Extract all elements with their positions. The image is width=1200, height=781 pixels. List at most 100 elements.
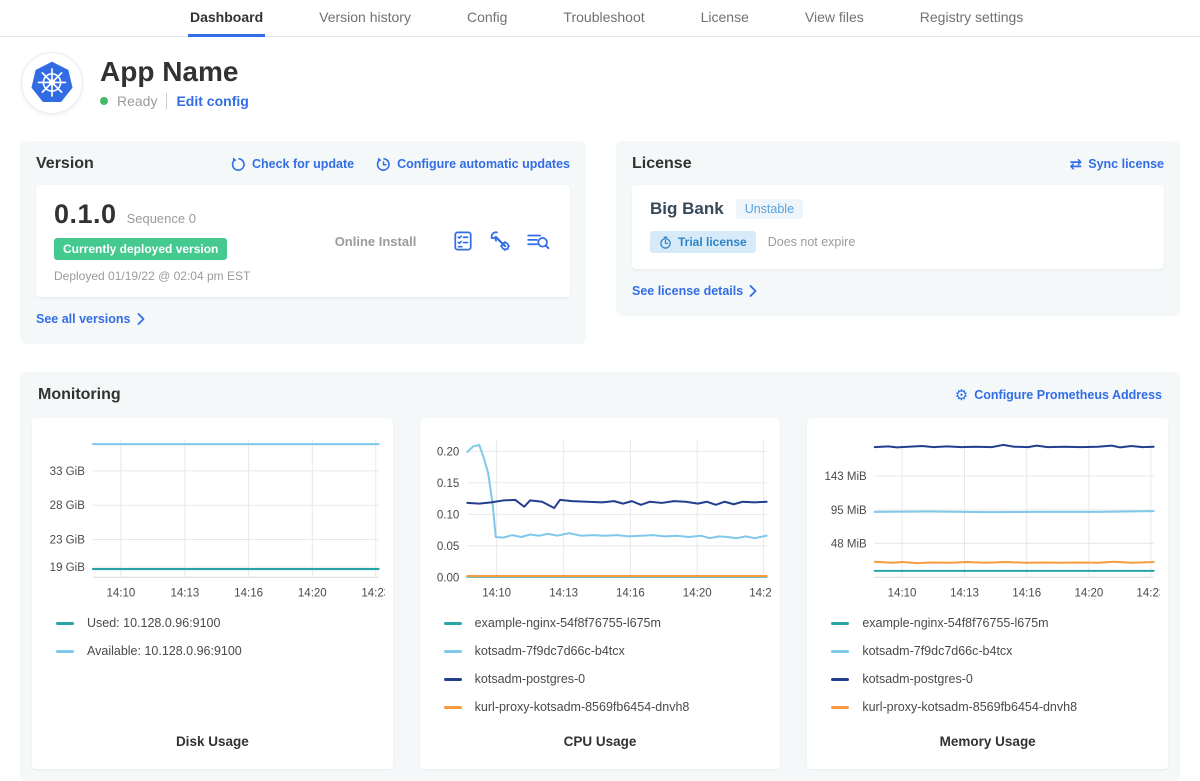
svg-text:14:13: 14:13 <box>950 587 979 599</box>
cpu-usage-legend: example-nginx-54f8f76755-l675m kotsadm-7f… <box>443 616 773 715</box>
svg-text:0.10: 0.10 <box>437 509 459 521</box>
cpu-usage-chart-title: CPU Usage <box>563 734 637 750</box>
legend-label: Used: 10.128.0.96:9100 <box>87 616 221 631</box>
legend-label: example-nginx-54f8f76755-l675m <box>474 616 661 631</box>
top-navigation: Dashboard Version history Config Trouble… <box>0 0 1200 37</box>
app-header: App Name Ready Edit config <box>0 37 1200 121</box>
version-number: 0.1.0 <box>54 199 117 229</box>
disk-usage-chart-card: 33 GiB 28 GiB 23 GiB 19 GiB 14:10 14:13 14:16 1… <box>32 418 393 770</box>
legend-dash-icon <box>443 705 462 709</box>
svg-text:14:23: 14:23 <box>749 587 772 599</box>
license-customer-name: Big Bank <box>650 199 724 218</box>
svg-text:14:23: 14:23 <box>1137 587 1160 599</box>
chevron-right-icon <box>749 285 757 297</box>
legend-label: Available: 10.128.0.96:9100 <box>87 644 242 659</box>
svg-text:14:20: 14:20 <box>298 587 327 599</box>
legend-dash-icon <box>831 649 850 653</box>
svg-text:14:10: 14:10 <box>482 587 511 599</box>
deployed-badge: Currently deployed version <box>54 238 228 260</box>
chevron-right-icon <box>137 313 144 325</box>
legend-label: kotsadm-postgres-0 <box>474 672 586 687</box>
status-dot-icon <box>100 96 108 105</box>
svg-text:14:16: 14:16 <box>616 587 645 599</box>
app-name-title: App Name <box>100 56 239 88</box>
legend-item: kurl-proxy-kotsadm-8569fb6454-dnvh8 <box>443 700 773 715</box>
tab-version-history[interactable]: Version history <box>319 9 411 25</box>
legend-label: kotsadm-postgres-0 <box>862 672 973 687</box>
divider <box>166 92 168 109</box>
tab-view-files[interactable]: View files <box>804 9 864 25</box>
current-version-card: 0.1.0 Sequence 0 Currently deployed vers… <box>36 185 570 297</box>
memory-usage-legend: example-nginx-54f8f76755-l675m kotsadm-7f… <box>831 616 1160 714</box>
license-panel-title: License <box>632 155 692 172</box>
disk-usage-chart: 33 GiB 28 GiB 23 GiB 19 GiB 14:10 14:13 14:16 1… <box>50 440 385 599</box>
sync-license-link[interactable]: ⇄ Sync license <box>1069 155 1164 173</box>
memory-usage-chart: 143 MiB 95 MiB 48 MiB 14:10 14:13 14:16 14:20 1… <box>825 440 1160 599</box>
configure-automatic-updates-link[interactable]: Configure automatic updates <box>376 157 570 172</box>
legend-item: example-nginx-54f8f76755-l675m <box>443 616 773 631</box>
legend-item: Used: 10.128.0.96:9100 <box>56 616 385 630</box>
see-license-details-link[interactable]: See license details <box>632 284 757 298</box>
svg-text:0.20: 0.20 <box>437 446 459 458</box>
svg-text:14:20: 14:20 <box>1075 587 1104 599</box>
version-panel-title: Version <box>36 155 94 172</box>
legend-label: kotsadm-7f9dc7d66c-b4tcx <box>862 644 1013 659</box>
license-panel: License ⇄ Sync license Big Bank Unstable <box>616 141 1180 316</box>
tab-config[interactable]: Config <box>466 9 508 25</box>
legend-item: Available: 10.128.0.96:9100 <box>56 644 385 658</box>
legend-label: kurl-proxy-kotsadm-8569fb6454-dnvh8 <box>862 700 1078 715</box>
install-type-label: Online Install <box>334 233 417 249</box>
legend-label: example-nginx-54f8f76755-l675m <box>862 616 1049 631</box>
license-expiry-text: Does not expire <box>767 235 856 249</box>
tab-dashboard[interactable]: Dashboard <box>188 0 266 37</box>
legend-dash-icon <box>443 621 462 625</box>
svg-text:14:16: 14:16 <box>1013 587 1042 599</box>
memory-usage-chart-card: 143 MiB 95 MiB 48 MiB 14:10 14:13 14:16 14:20 1… <box>807 418 1169 770</box>
legend-item: example-nginx-54f8f76755-l675m <box>831 616 1160 630</box>
legend-dash-icon <box>56 621 74 625</box>
kubernetes-logo-icon <box>22 53 82 113</box>
tab-troubleshoot[interactable]: Troubleshoot <box>563 9 645 25</box>
check-for-update-link[interactable]: Check for update <box>231 157 354 172</box>
view-logs-icon[interactable] <box>526 230 550 252</box>
monitoring-panel: Monitoring ⚙ Configure Prometheus Addres… <box>20 372 1180 781</box>
tab-license[interactable]: License <box>700 9 749 25</box>
license-card: Big Bank Unstable Trial license Does not… <box>632 185 1164 269</box>
configure-prometheus-link[interactable]: ⚙ Configure Prometheus Address <box>954 386 1162 404</box>
legend-label: kotsadm-7f9dc7d66c-b4tcx <box>474 644 625 659</box>
svg-text:33 GiB: 33 GiB <box>50 466 86 478</box>
config-tools-icon[interactable] <box>489 230 511 252</box>
svg-text:95 MiB: 95 MiB <box>831 505 867 517</box>
svg-text:14:10: 14:10 <box>106 587 135 599</box>
deployed-timestamp: Deployed 01/19/22 @ 02:04 pm EST <box>54 269 251 283</box>
legend-dash-icon <box>443 677 462 681</box>
sync-arrows-icon: ⇄ <box>1069 155 1083 173</box>
svg-text:28 GiB: 28 GiB <box>50 500 86 512</box>
legend-dash-icon <box>831 677 850 681</box>
svg-text:23 GiB: 23 GiB <box>50 535 86 547</box>
memory-usage-chart-title: Memory Usage <box>939 734 1036 750</box>
svg-text:14:20: 14:20 <box>682 587 711 599</box>
legend-label: kurl-proxy-kotsadm-8569fb6454-dnvh8 <box>474 700 690 715</box>
svg-text:14:10: 14:10 <box>888 587 917 599</box>
dashboard-content: Version Check for update <box>0 141 1200 781</box>
trial-license-badge: Trial license <box>650 231 756 253</box>
preflight-checklist-icon[interactable] <box>452 230 474 252</box>
edit-config-link[interactable]: Edit config <box>176 92 249 109</box>
legend-item: kotsadm-7f9dc7d66c-b4tcx <box>443 644 773 659</box>
legend-dash-icon <box>831 621 850 625</box>
schedule-update-icon <box>376 157 390 171</box>
legend-item: kotsadm-7f9dc7d66c-b4tcx <box>831 644 1160 658</box>
legend-dash-icon <box>831 705 850 709</box>
svg-text:14:16: 14:16 <box>234 587 263 599</box>
version-sequence: Sequence 0 <box>126 211 196 226</box>
disk-usage-legend: Used: 10.128.0.96:9100 Available: 10.128.… <box>56 616 385 658</box>
legend-dash-icon <box>443 649 462 653</box>
cpu-usage-chart: 0.20 0.15 0.10 0.05 0.00 14:10 14:13 14:16 14:20… <box>437 440 772 599</box>
cpu-usage-chart-card: 0.20 0.15 0.10 0.05 0.00 14:10 14:13 14:16 14:20… <box>419 418 781 770</box>
tab-registry-settings[interactable]: Registry settings <box>919 9 1024 25</box>
see-all-versions-link[interactable]: See all versions <box>36 312 145 326</box>
disk-usage-chart-title: Disk Usage <box>175 734 249 750</box>
app-status-text: Ready <box>117 92 158 109</box>
svg-text:143 MiB: 143 MiB <box>825 471 868 483</box>
